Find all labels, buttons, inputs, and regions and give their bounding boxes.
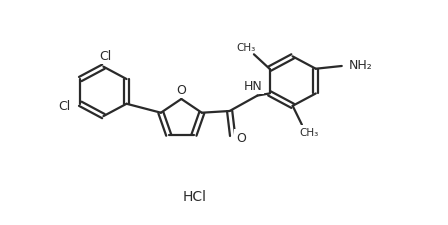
Text: NH₂: NH₂	[349, 58, 372, 72]
Text: Cl: Cl	[99, 50, 112, 63]
Text: CH₃: CH₃	[236, 43, 255, 52]
Text: O: O	[177, 83, 186, 96]
Text: HCl: HCl	[182, 189, 207, 203]
Text: O: O	[236, 131, 246, 144]
Text: CH₃: CH₃	[299, 127, 318, 137]
Text: Cl: Cl	[59, 99, 71, 112]
Text: HN: HN	[244, 80, 263, 93]
